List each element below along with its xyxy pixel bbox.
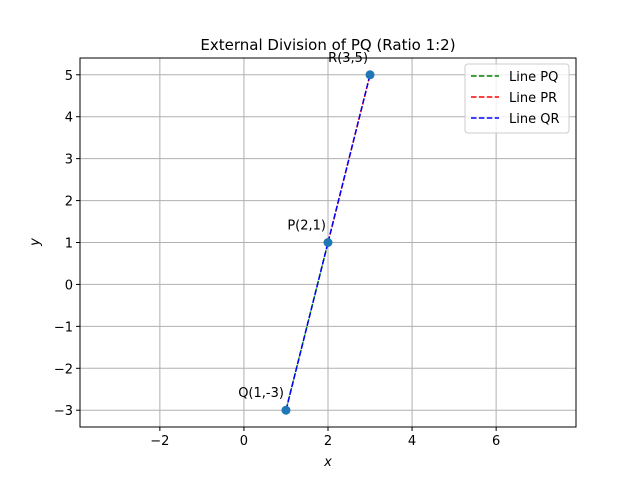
y-axis-label: y — [28, 238, 43, 247]
series-line — [285, 74, 371, 411]
legend-label: Line PR — [509, 91, 557, 106]
y-tick-label: 4 — [65, 111, 73, 126]
series-lines — [285, 74, 371, 411]
y-tick-label: 0 — [65, 278, 73, 293]
y-tick-label: 1 — [65, 237, 73, 252]
chart-title: External Division of PQ (Ratio 1:2) — [200, 36, 455, 54]
y-tick-label: −2 — [54, 362, 73, 377]
point-label: P(2,1) — [287, 219, 326, 234]
legend-box — [464, 63, 570, 134]
x-tick-label: 4 — [408, 434, 416, 449]
y-tick-label: 2 — [65, 195, 73, 210]
x-tick-label: −2 — [150, 434, 169, 449]
y-tick-label: −1 — [54, 320, 73, 335]
point-marker — [281, 405, 291, 415]
x-tick-label: 0 — [240, 434, 248, 449]
y-tick-label: 3 — [65, 153, 73, 168]
y-tick-label: 5 — [65, 69, 73, 84]
axis-ticks: −2 0 2 4 6 −3 −2 −1 0 1 2 3 4 5 — [54, 69, 500, 449]
point-marker — [323, 238, 333, 247]
legend-label: Line QR — [509, 112, 560, 127]
legend-label: Line PQ — [509, 70, 558, 85]
point-marker — [365, 70, 375, 80]
legend: Line PQ Line PR Line QR — [464, 63, 570, 134]
point-markers — [281, 70, 375, 415]
x-axis-label: x — [323, 455, 332, 470]
x-tick-label: 2 — [324, 434, 332, 449]
y-tick-label: −3 — [54, 404, 73, 419]
x-tick-label: 6 — [492, 434, 500, 449]
point-annotations: P(2,1)Q(1,-3)R(3,5) — [238, 51, 368, 401]
point-label: Q(1,-3) — [238, 386, 284, 401]
